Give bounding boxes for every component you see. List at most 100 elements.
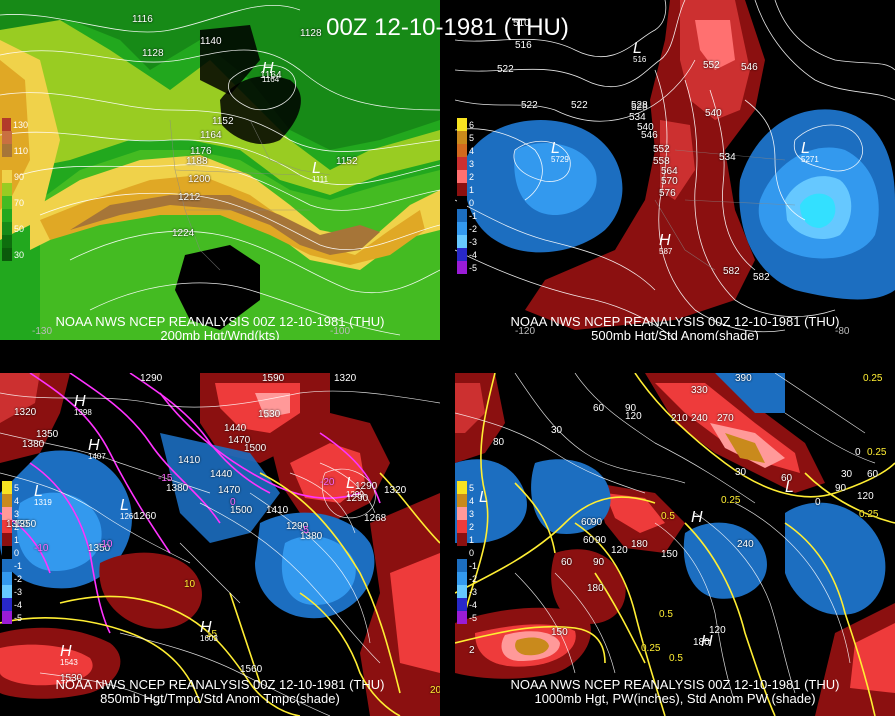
longitude-label: -80 (835, 326, 850, 337)
center-letter: H (691, 509, 703, 526)
center-letter: H (88, 437, 100, 454)
contour-label: 528 (631, 100, 648, 111)
contour-label: 1320 (384, 485, 407, 496)
contour-label: 1200 (188, 174, 211, 185)
legend-step: 30 (2, 248, 28, 261)
center-value: 1407 (88, 452, 106, 461)
contour-label: 1320 (14, 407, 37, 418)
contour-label: 90 (625, 403, 637, 414)
legend-label: -3 (469, 586, 478, 597)
center-value: 1260 (120, 512, 138, 521)
contour-label: 30 (551, 425, 563, 436)
center-letter: H (60, 643, 72, 660)
low-pressure-center: L (479, 489, 488, 507)
legend-swatch (457, 494, 467, 507)
legend-step: 3 (457, 157, 483, 170)
low-pressure-center: L 516 (633, 40, 646, 64)
contour-label: 1320 (334, 373, 357, 384)
contour-label: 80 (493, 437, 505, 448)
legend-swatch (2, 494, 12, 507)
contour-label: 522 (497, 64, 514, 75)
contour-label: 1500 (230, 505, 253, 516)
legend-label: -4 (14, 599, 23, 610)
legend-label: 4 (469, 145, 475, 156)
legend-label: -1 (469, 560, 478, 571)
legend-label: -4 (469, 249, 478, 260)
contour-label: 546 (741, 62, 758, 73)
legend-swatch (457, 118, 467, 131)
contour-label: 270 (717, 413, 734, 424)
legend-swatch (457, 222, 467, 235)
legend-step: -2 (457, 222, 483, 235)
legend-swatch (2, 585, 12, 598)
center-letter: H (200, 619, 212, 636)
legend-step: -1 (2, 559, 28, 572)
contour-label: 1152 (212, 116, 234, 127)
low-pressure-center: L 1111 (312, 160, 328, 184)
legend-swatch (2, 533, 12, 546)
contour-label: 60 (561, 557, 573, 568)
center-letter: L (801, 140, 810, 157)
contour-label: 0.5 (659, 609, 673, 620)
contour-label: 60 (867, 469, 879, 480)
contour-label: 1410 (178, 455, 201, 466)
contour-label: 1290 (286, 521, 309, 532)
contour-label: 90 (835, 483, 847, 494)
contour-label: 1290 (346, 493, 369, 504)
legend-step: 1 (457, 533, 483, 546)
panel-1000mb: 5 4 3 2 1 0 -1 -2 -3 -4 -5 390 330 0.25 60 90 120 210 240… (455, 373, 895, 716)
legend-swatch (457, 533, 467, 546)
legend-swatch (457, 546, 467, 559)
contour-label: 90 (591, 517, 603, 528)
legend-swatch (457, 183, 467, 196)
legend-step (2, 235, 28, 248)
legend-label: -3 (469, 236, 478, 247)
legend-label: 4 (469, 495, 475, 506)
legend-label: 5 (14, 482, 20, 493)
contour-label: 582 (753, 272, 770, 283)
legend-swatch (2, 131, 12, 144)
legend-step: -2 (457, 572, 483, 585)
high-pressure-center: H 587 (659, 232, 672, 256)
contour-label: 1128 (142, 48, 164, 59)
contour-label: 240 (737, 539, 754, 550)
center-letter: H (659, 232, 671, 249)
legend-swatch (457, 170, 467, 183)
legend-label: 1 (14, 534, 20, 545)
legend-swatch (457, 157, 467, 170)
contour-label: 1380 (22, 439, 45, 450)
legend-step (2, 157, 28, 170)
panel-500mb-map (455, 0, 895, 340)
legend-swatch (457, 585, 467, 598)
legend-label: -5 (469, 612, 478, 623)
legend-swatch (2, 520, 12, 533)
low-pressure-center: L 5271 (801, 140, 819, 164)
contour-label: 60 (581, 517, 593, 528)
center-letter: L (34, 483, 43, 500)
legend-label: 2 (469, 521, 475, 532)
contour-label: 1128 (300, 28, 322, 39)
legend-swatch (2, 118, 11, 131)
legend-step: 4 (457, 144, 483, 157)
legend-step: 0 (2, 546, 28, 559)
legend-swatch (457, 235, 467, 248)
legend-swatch (457, 248, 467, 261)
contour-label: 534 (719, 152, 736, 163)
center-value: 1111 (312, 175, 329, 184)
caption-field: 1000mb Hgt, PW(inches), Std Anom PW (sha… (534, 691, 816, 706)
contour-label: 180 (587, 583, 604, 594)
legend-swatch (457, 559, 467, 572)
legend-step: 130 (2, 118, 28, 131)
legend-label: -2 (14, 573, 23, 584)
caption-source: NOAA NWS NCEP REANALYSIS 00Z 12-10-1981 … (510, 314, 840, 329)
legend-label: 130 (12, 119, 28, 130)
panel-caption: NOAA NWS NCEP REANALYSIS 00Z 12-10-1981 … (455, 678, 895, 706)
isotherm-label: 10 (184, 579, 196, 590)
legend-step: 5 (457, 481, 483, 494)
contour-label: 120 (857, 491, 874, 502)
contour-label: 522 (521, 100, 538, 111)
contour-label: 1350 (88, 543, 111, 554)
longitude-label: -100 (330, 326, 351, 337)
isotherm-label: 20 (430, 685, 440, 696)
legend-step (2, 183, 28, 196)
